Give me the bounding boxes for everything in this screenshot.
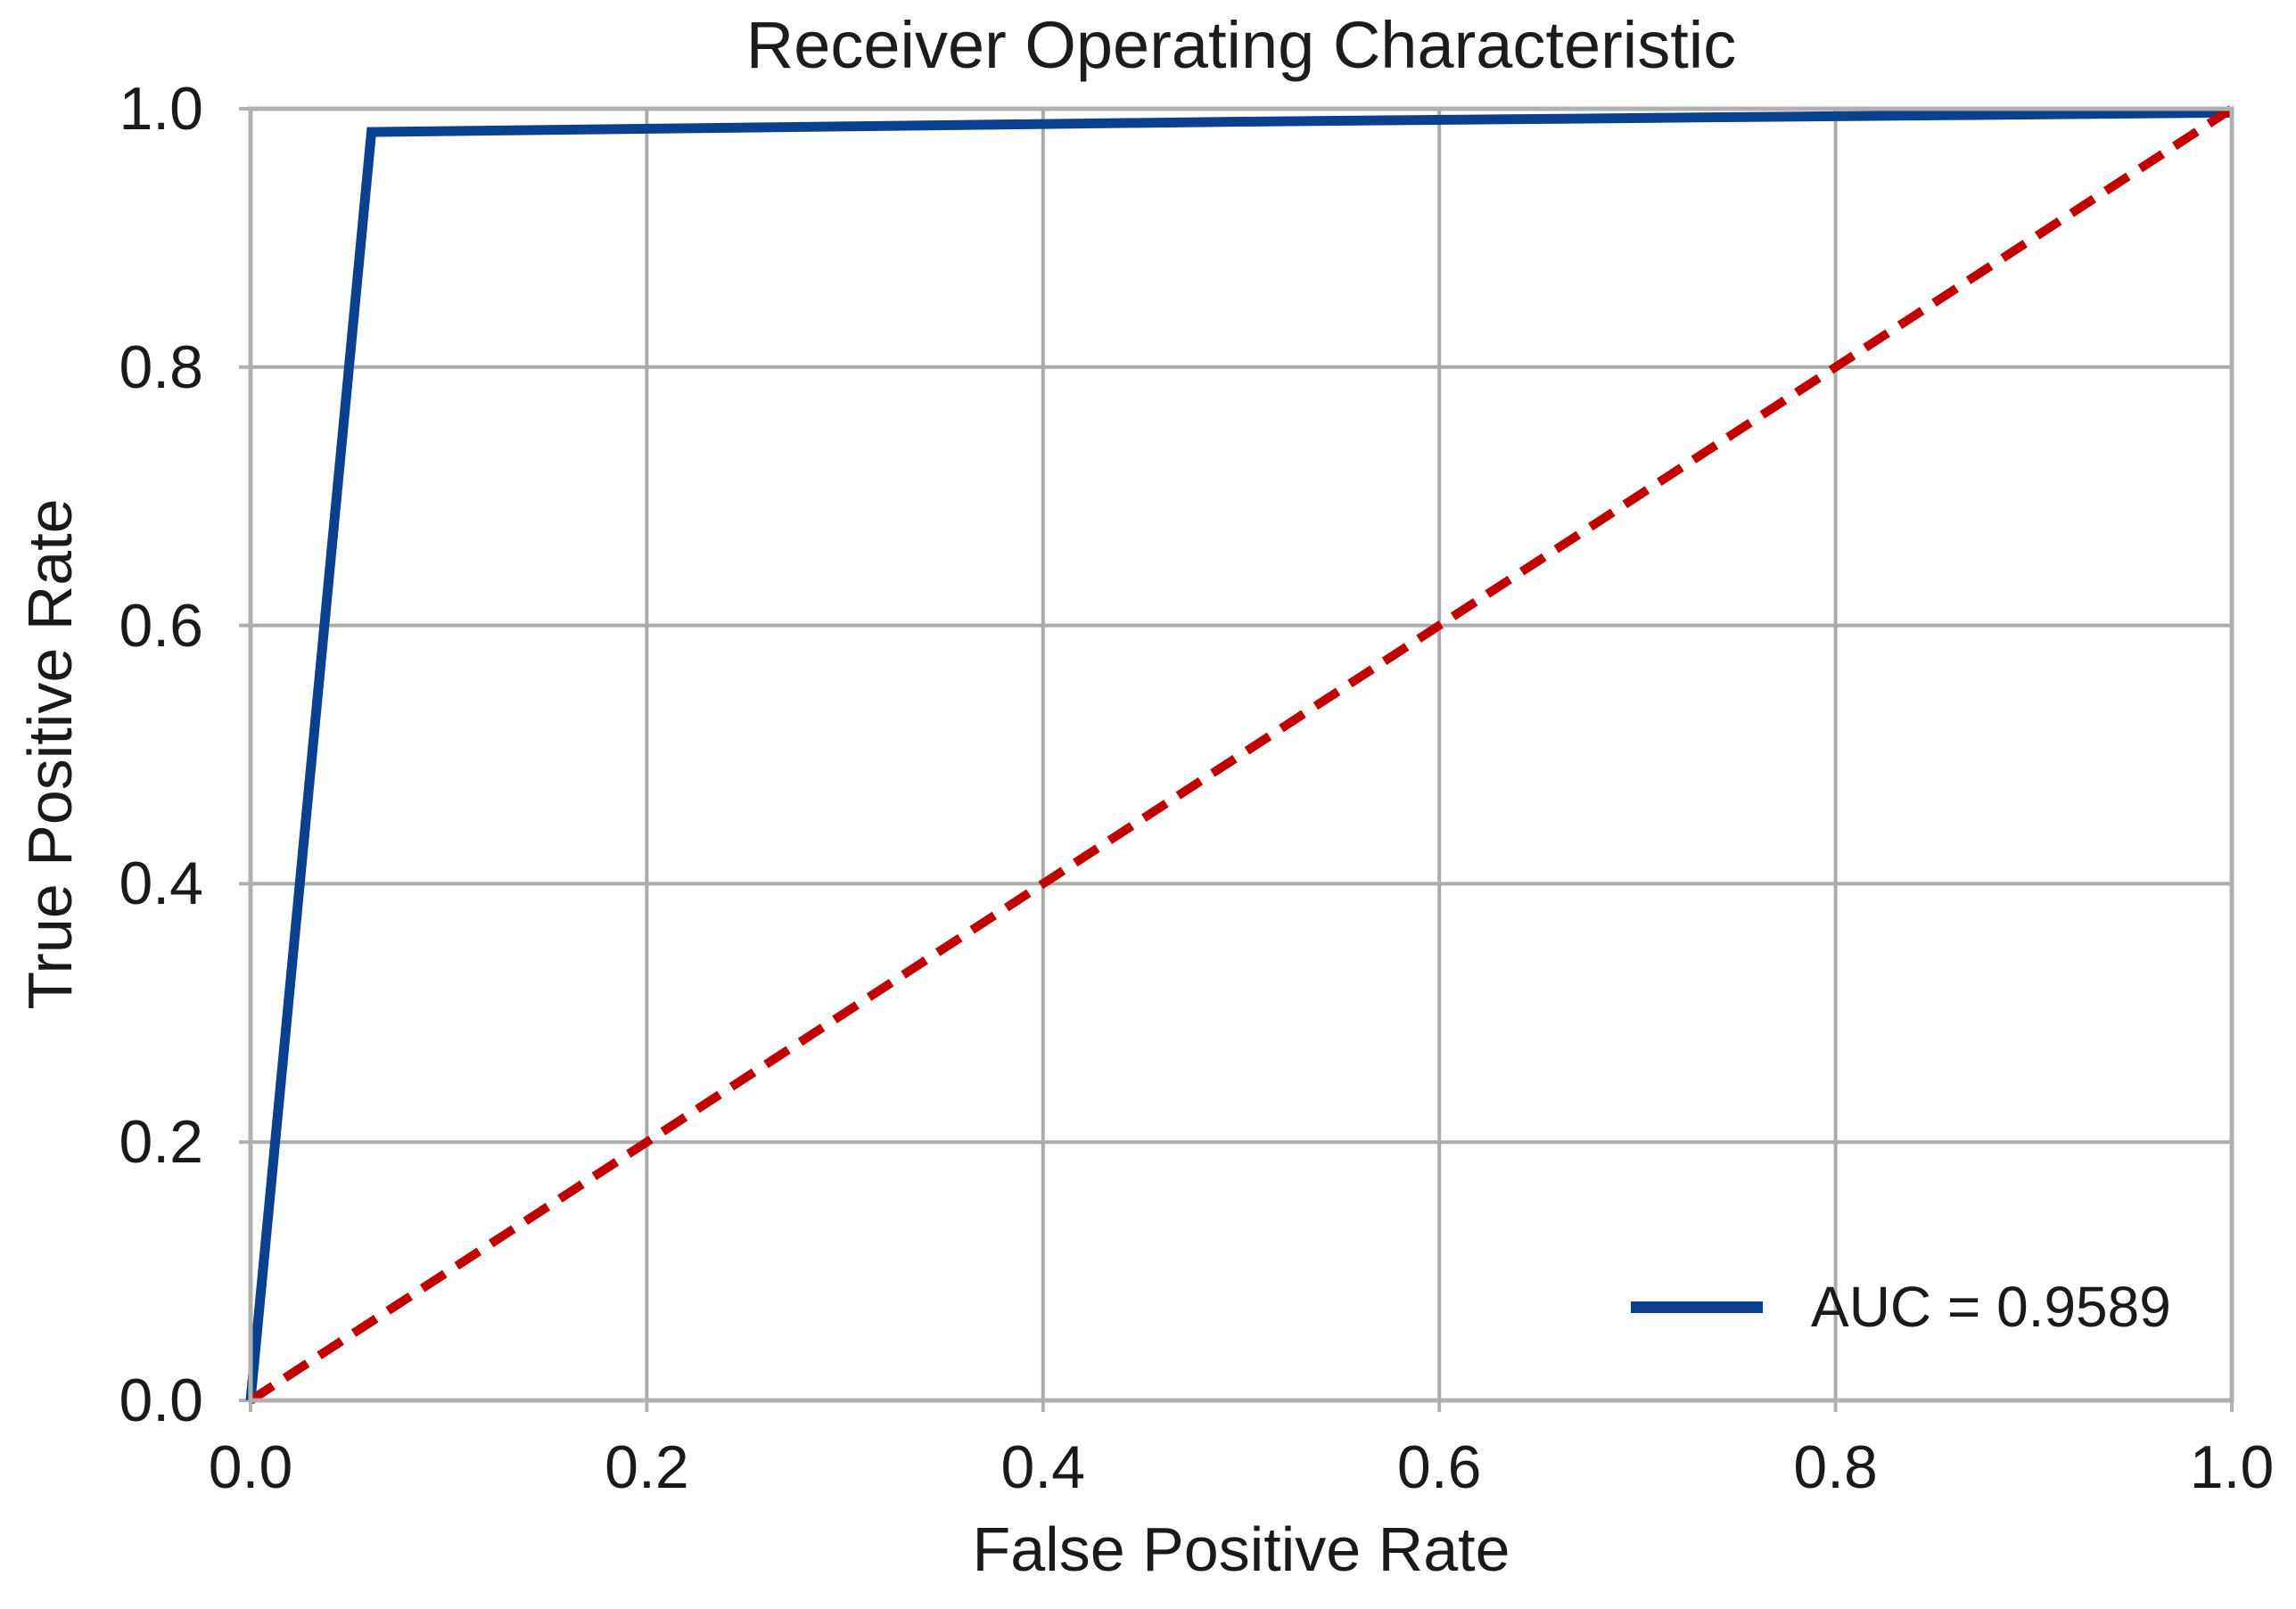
y-tick-label: 0.0 xyxy=(119,1367,203,1434)
legend-label: AUC = 0.9589 xyxy=(1811,1275,2171,1339)
y-tick-label: 0.8 xyxy=(119,332,203,401)
x-axis-label: False Positive Rate xyxy=(972,1515,1510,1584)
x-tick-label: 0.2 xyxy=(605,1433,689,1501)
y-tick-label: 1.0 xyxy=(119,75,203,143)
x-axis-tick-labels: 0.0 0.2 0.4 0.6 0.8 1.0 xyxy=(209,1433,2275,1508)
y-tick-label: 0.6 xyxy=(119,591,203,660)
x-tick-label: 0.6 xyxy=(1396,1433,1482,1501)
x-tick-label: 0.0 xyxy=(208,1433,293,1501)
plot-canvas xyxy=(239,104,2234,1412)
y-tick-label: 0.2 xyxy=(119,1108,203,1177)
plot-frame xyxy=(248,106,2234,1403)
chance-diagonal-line xyxy=(248,104,2234,1405)
roc-curve-line xyxy=(245,107,2233,1401)
y-axis-tick-labels: 0.0 0.2 0.4 0.6 0.8 1.0 xyxy=(0,78,203,1431)
legend-roc-line-sample xyxy=(1631,1301,1763,1313)
y-tick-label: 0.4 xyxy=(119,850,203,918)
chart-title: Receiver Operating Characteristic xyxy=(745,8,1737,82)
plot-area: AUC = 0.9589 xyxy=(239,104,2234,1412)
x-tick-label: 1.0 xyxy=(2189,1433,2275,1501)
x-tick-label: 0.8 xyxy=(1793,1433,1878,1501)
legend: AUC = 0.9589 xyxy=(1631,1278,2171,1335)
x-tick-label: 0.4 xyxy=(1000,1433,1086,1501)
